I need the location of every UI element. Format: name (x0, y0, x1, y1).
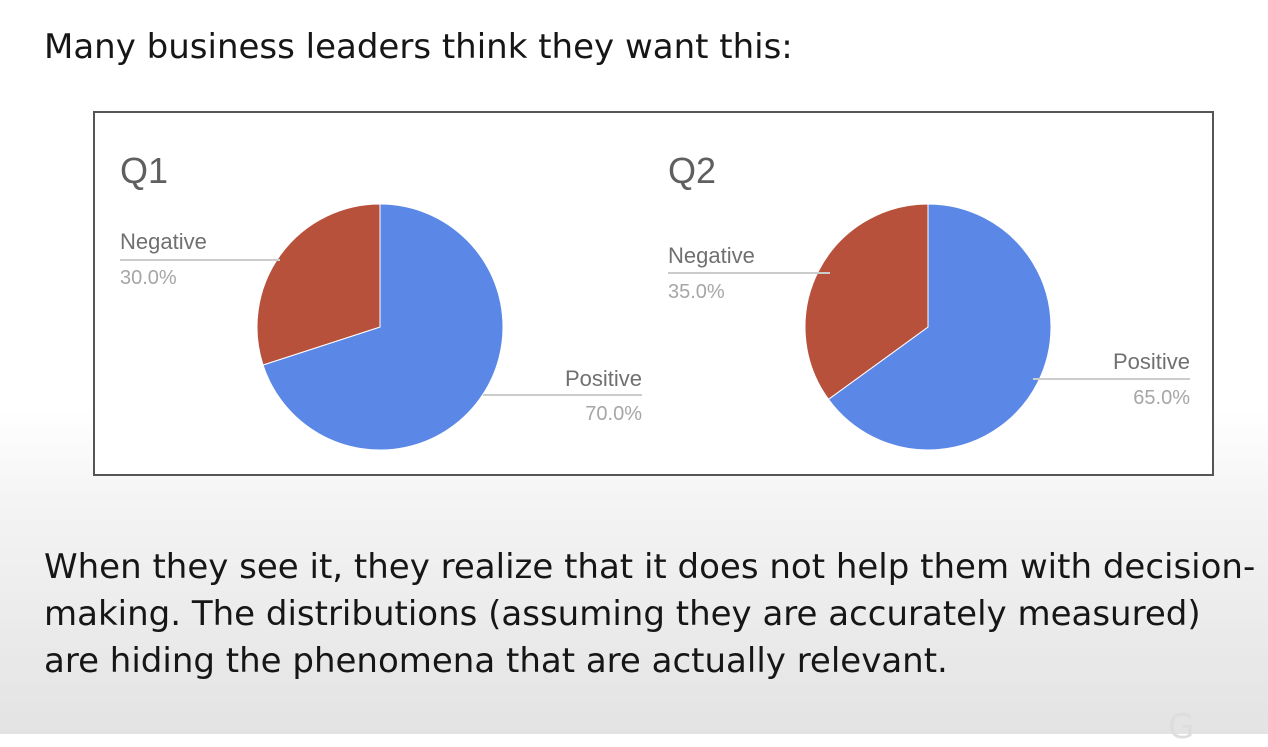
chart-title-q2: Q2 (668, 150, 716, 191)
chart-title-q1: Q1 (120, 150, 168, 191)
slide-paragraph: When they see it, they realize that it d… (44, 547, 1256, 681)
pie-slice-q1-negative (256, 203, 381, 366)
pie-charts-frame: Q1 Negative 30.0% Positive 70.0% Q2 Nega… (93, 111, 1214, 476)
pie-slice-q2-positive (827, 203, 1052, 451)
slide-heading: Many business leaders think they want th… (44, 27, 793, 67)
slice-pct-q1-positive: 70.0% (585, 403, 642, 425)
pie-slice-q1-positive (262, 203, 504, 451)
slice-pct-q2-negative: 35.0% (668, 281, 725, 303)
pie-charts-svg: Q1 Negative 30.0% Positive 70.0% Q2 Nega… (120, 150, 1190, 451)
pie-chart-q1: Q1 Negative 30.0% Positive 70.0% (120, 150, 642, 451)
slice-label-q2-positive: Positive (1113, 349, 1190, 374)
slice-label-q1-negative: Negative (120, 229, 207, 254)
watermark-mark: G (1168, 707, 1195, 747)
slice-label-q1-positive: Positive (565, 366, 642, 391)
slice-label-q2-negative: Negative (668, 243, 755, 268)
slice-pct-q1-negative: 30.0% (120, 267, 177, 289)
pie-chart-q2: Q2 Negative 35.0% Positive 65.0% (668, 150, 1190, 451)
slice-pct-q2-positive: 65.0% (1133, 387, 1190, 409)
pie-slice-q2-negative (804, 203, 929, 400)
